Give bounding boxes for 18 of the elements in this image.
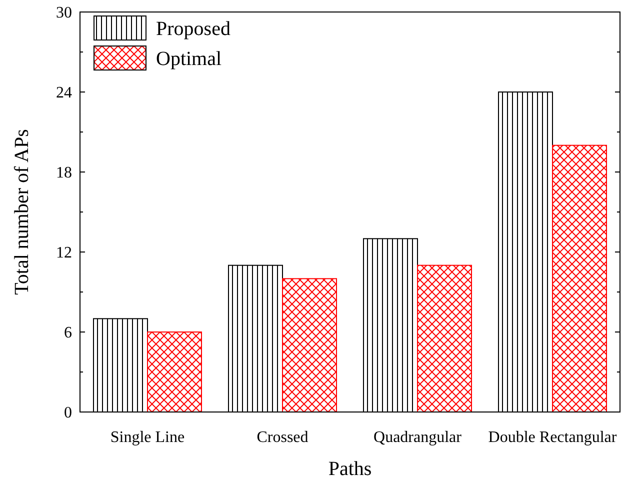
- y-tick-label: 18: [56, 164, 72, 182]
- x-tick-label: Double Rectangular: [488, 429, 618, 446]
- x-axis-title: Paths: [328, 458, 372, 480]
- y-tick-label: 30: [56, 4, 72, 22]
- legend-label: Proposed: [156, 18, 230, 40]
- y-tick-label: 24: [56, 84, 72, 102]
- bar: [552, 144, 607, 412]
- y-axis-title: Total number of APs: [11, 128, 33, 295]
- x-tick-label: Single Line: [110, 429, 185, 446]
- bar: [282, 278, 337, 412]
- bar: [147, 332, 202, 412]
- y-tick-label: 12: [56, 244, 72, 262]
- bar: [417, 264, 472, 412]
- y-tick-label: 0: [64, 404, 72, 422]
- x-tick-label: Quadrangular: [374, 429, 462, 446]
- x-tick-label: Crossed: [256, 429, 308, 446]
- y-tick-label: 6: [64, 324, 72, 342]
- legend-label: Optimal: [156, 48, 222, 70]
